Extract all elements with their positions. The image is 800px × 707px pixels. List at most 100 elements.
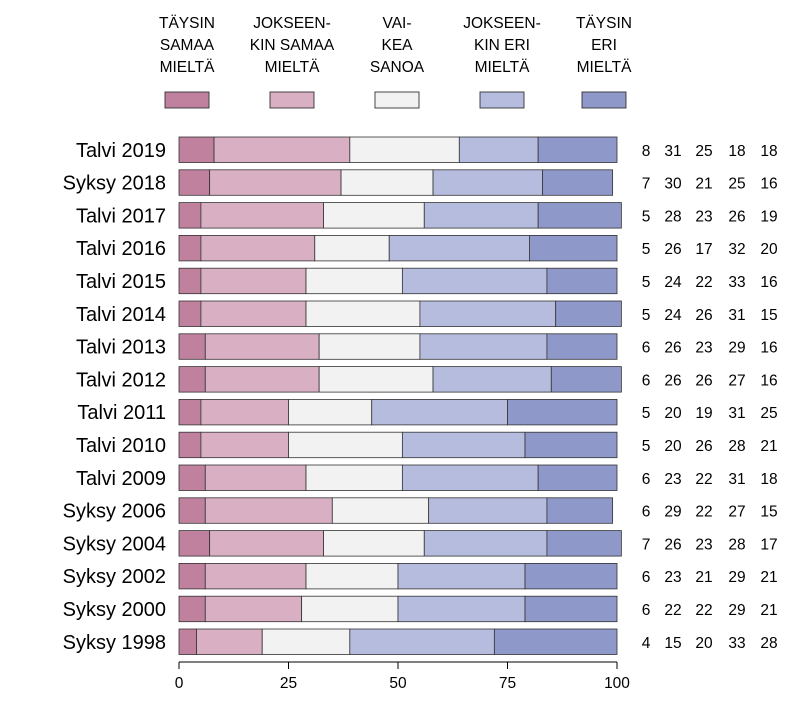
bar-segment	[178, 563, 206, 590]
bar-segment	[200, 267, 307, 295]
value-label: 23	[695, 340, 712, 357]
bar-segment	[537, 464, 618, 491]
bar-segment	[432, 366, 552, 393]
bar-segment	[340, 169, 434, 196]
bar-segment	[305, 267, 403, 295]
value-label: 31	[728, 307, 745, 324]
bar-segment	[178, 300, 202, 327]
value-label: 22	[664, 602, 681, 619]
value-label: 29	[728, 340, 745, 357]
bar-segment	[323, 530, 425, 557]
value-label: 6	[642, 504, 651, 521]
bar-segment	[546, 530, 622, 557]
legend-swatch	[581, 91, 627, 109]
bar-segment	[537, 136, 618, 163]
value-label: 33	[728, 635, 745, 652]
bar-row	[178, 169, 614, 196]
bar-row	[178, 366, 622, 393]
bar-segment	[209, 169, 342, 196]
bar-segment	[419, 300, 557, 327]
bar-segment	[178, 431, 202, 459]
bar-row	[178, 464, 618, 491]
bar-segment	[200, 398, 289, 426]
category-label: Talvi 2012	[76, 369, 166, 391]
bar-segment	[331, 497, 430, 524]
value-label: 18	[760, 471, 777, 488]
value-label: 22	[695, 274, 712, 291]
legend-label: ERI	[591, 37, 617, 54]
category-label: Talvi 2010	[76, 435, 166, 457]
bar-segment	[529, 234, 618, 262]
value-label: 16	[760, 340, 777, 357]
value-label: 21	[695, 569, 712, 586]
bar-segment	[178, 366, 206, 393]
bar-row	[178, 234, 618, 262]
value-label: 28	[760, 635, 777, 652]
legend-item: TÄYSIN ERI MIELTÄ	[576, 15, 632, 109]
legend-label: MIELTÄ	[265, 59, 320, 76]
value-label: 5	[642, 208, 651, 225]
bar-segment	[178, 333, 206, 360]
bar-segment	[305, 464, 403, 491]
value-label: 26	[664, 241, 681, 258]
value-label: 16	[760, 176, 777, 193]
category-label: Talvi 2017	[76, 205, 166, 227]
value-label: 26	[664, 536, 681, 553]
bar-segment	[318, 333, 421, 360]
bar-segment	[423, 202, 539, 229]
bar-row	[178, 398, 618, 426]
value-label: 19	[695, 405, 712, 422]
category-label: Talvi 2011	[77, 402, 166, 424]
value-label: 24	[664, 307, 682, 324]
bar-row	[178, 595, 618, 623]
bar-segment	[204, 497, 333, 524]
value-label: 15	[760, 504, 777, 521]
bar-row	[178, 431, 618, 459]
category-label: Syksy 1998	[63, 632, 166, 654]
value-label: 17	[760, 536, 777, 553]
value-label: 5	[642, 438, 651, 455]
legend-label: JOKSEEN-	[463, 15, 541, 32]
value-label: 6	[642, 372, 651, 389]
bar-segment	[204, 563, 307, 590]
value-label: 19	[760, 208, 777, 225]
x-tick-label: 75	[499, 675, 516, 692]
bar-segment	[428, 497, 548, 524]
bar-segment	[213, 136, 351, 163]
bar-row	[178, 300, 622, 327]
bar-segment	[178, 497, 206, 524]
value-label: 31	[728, 405, 745, 422]
bar-segment	[209, 530, 324, 557]
bar-segment	[555, 300, 622, 327]
bar-segment	[288, 398, 373, 426]
bar-row	[178, 333, 618, 360]
legend-item: VAI- KEA SANOA	[370, 15, 425, 109]
legend-item: JOKSEEN- KIN SAMAA MIELTÄ	[250, 15, 335, 109]
bar-segment	[178, 234, 202, 262]
value-label: 6	[642, 340, 651, 357]
category-label: Syksy 2018	[63, 173, 166, 195]
bar-segment	[178, 398, 202, 426]
legend-swatch	[479, 91, 525, 109]
legend-item: JOKSEEN- KIN ERI MIELTÄ	[463, 15, 541, 109]
value-label: 26	[664, 372, 681, 389]
legend-label: MIELTÄ	[577, 59, 632, 76]
legend: TÄYSIN SAMAA MIELTÄ JOKSEEN- KIN SAMAA MIELTÄ…	[159, 15, 632, 109]
bar-segment	[542, 169, 614, 196]
bar-segment	[204, 333, 320, 360]
category-label: Talvi 2019	[76, 140, 166, 162]
bar-segment	[524, 595, 618, 623]
bar-segment	[305, 563, 399, 590]
value-label: 20	[760, 241, 778, 258]
legend-swatch	[164, 91, 210, 109]
value-label: 22	[695, 602, 712, 619]
bar-segment	[401, 431, 526, 459]
value-label: 4	[642, 635, 651, 652]
bar-segment	[401, 267, 548, 295]
bar-segment	[537, 202, 622, 229]
value-label: 8	[642, 143, 651, 160]
legend-label: KEA	[381, 37, 413, 54]
bar-segment	[524, 563, 618, 590]
bar-segment	[200, 300, 307, 327]
